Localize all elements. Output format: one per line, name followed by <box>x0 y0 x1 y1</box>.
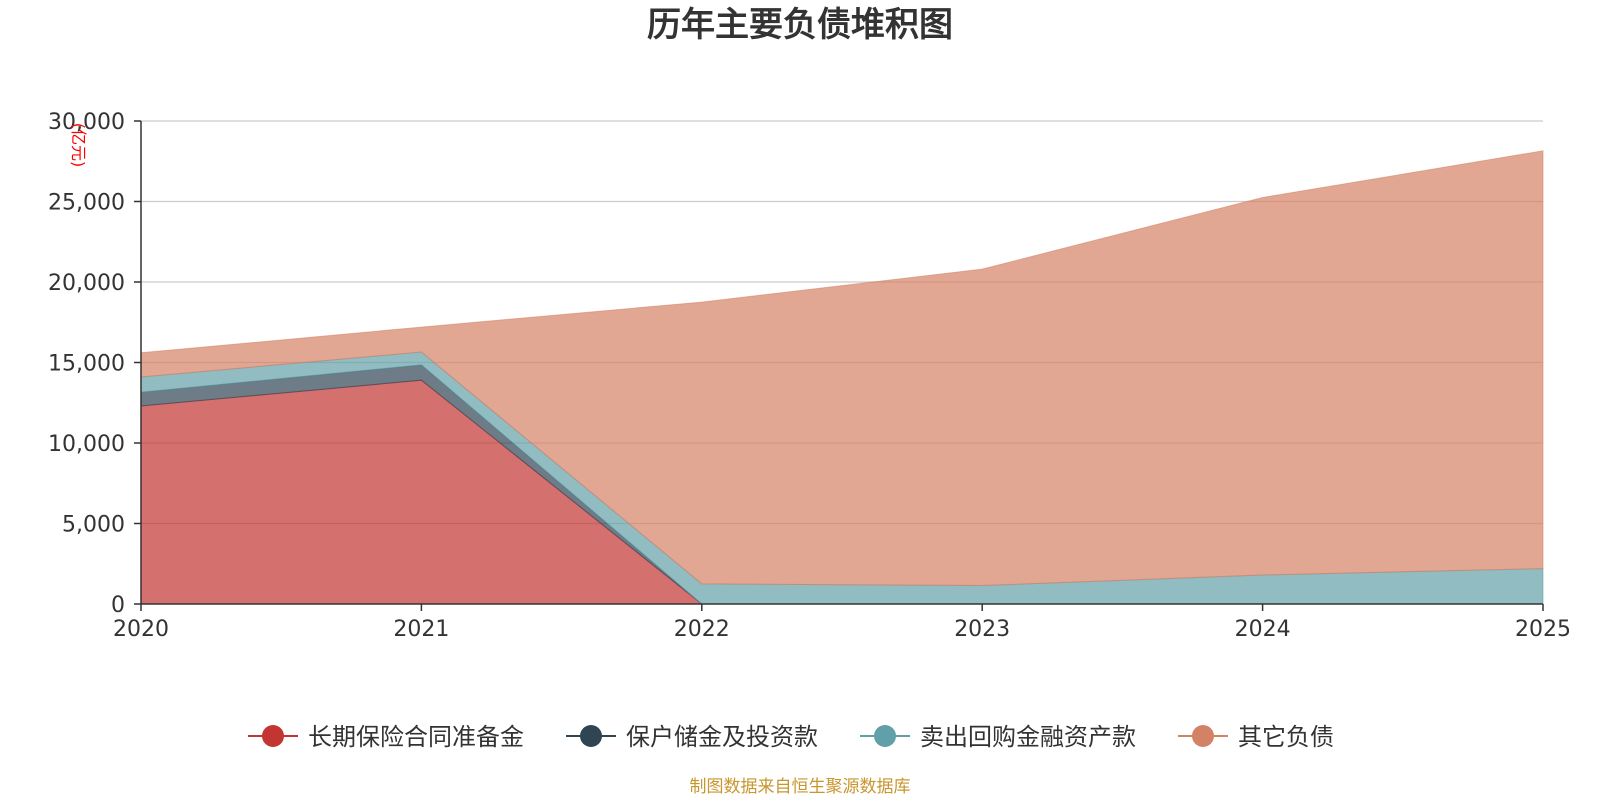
x-axis-ticks: 2020 2021 2022 2023 2024 2025 <box>113 604 1571 642</box>
legend-marker <box>874 725 896 747</box>
legend: 长期保险合同准备金 保户储金及投资款 卖出回购金融资产款 其它负债 <box>248 723 1334 751</box>
x-tick-label: 2020 <box>113 617 169 642</box>
y-tick-label: 5,000 <box>62 513 125 538</box>
y-tick-label: 0 <box>111 593 125 618</box>
x-tick-label: 2025 <box>1515 617 1571 642</box>
legend-label: 保户储金及投资款 <box>626 723 818 751</box>
chart-title: 历年主要负债堆积图 <box>647 5 953 45</box>
x-tick-label: 2021 <box>393 617 449 642</box>
x-tick-label: 2023 <box>954 617 1010 642</box>
legend-item-1[interactable]: 长期保险合同准备金 <box>248 723 524 751</box>
y-axis-unit-label: (亿元) <box>69 123 88 168</box>
legend-item-2[interactable]: 保户储金及投资款 <box>566 723 818 751</box>
legend-item-4[interactable]: 其它负债 <box>1178 723 1334 751</box>
x-tick-label: 2022 <box>674 617 730 642</box>
y-tick-label: 10,000 <box>48 432 125 457</box>
area-series-4 <box>140 150 1544 587</box>
y-tick-label: 15,000 <box>48 352 125 377</box>
area-series <box>140 150 1544 605</box>
y-tick-label: 30,000 <box>48 110 125 135</box>
y-tick-label: 20,000 <box>48 271 125 296</box>
legend-item-3[interactable]: 卖出回购金融资产款 <box>860 723 1136 751</box>
y-axis-ticks: 0 5,000 10,000 15,000 20,000 25,000 30,000 <box>48 110 141 618</box>
legend-marker <box>1192 725 1214 747</box>
legend-marker <box>580 725 602 747</box>
legend-label: 长期保险合同准备金 <box>308 723 524 751</box>
y-tick-label: 25,000 <box>48 191 125 216</box>
x-tick-label: 2024 <box>1235 617 1291 642</box>
legend-marker <box>262 725 284 747</box>
data-source-note: 制图数据来自恒生聚源数据库 <box>690 777 911 797</box>
legend-label: 卖出回购金融资产款 <box>920 723 1136 751</box>
legend-label: 其它负债 <box>1238 723 1334 751</box>
